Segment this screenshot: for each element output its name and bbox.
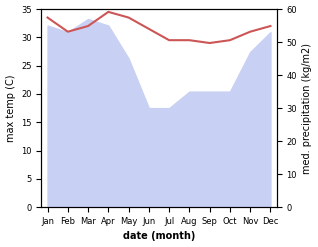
X-axis label: date (month): date (month) [123,231,195,242]
Y-axis label: max temp (C): max temp (C) [5,74,16,142]
Y-axis label: med. precipitation (kg/m2): med. precipitation (kg/m2) [302,43,313,174]
